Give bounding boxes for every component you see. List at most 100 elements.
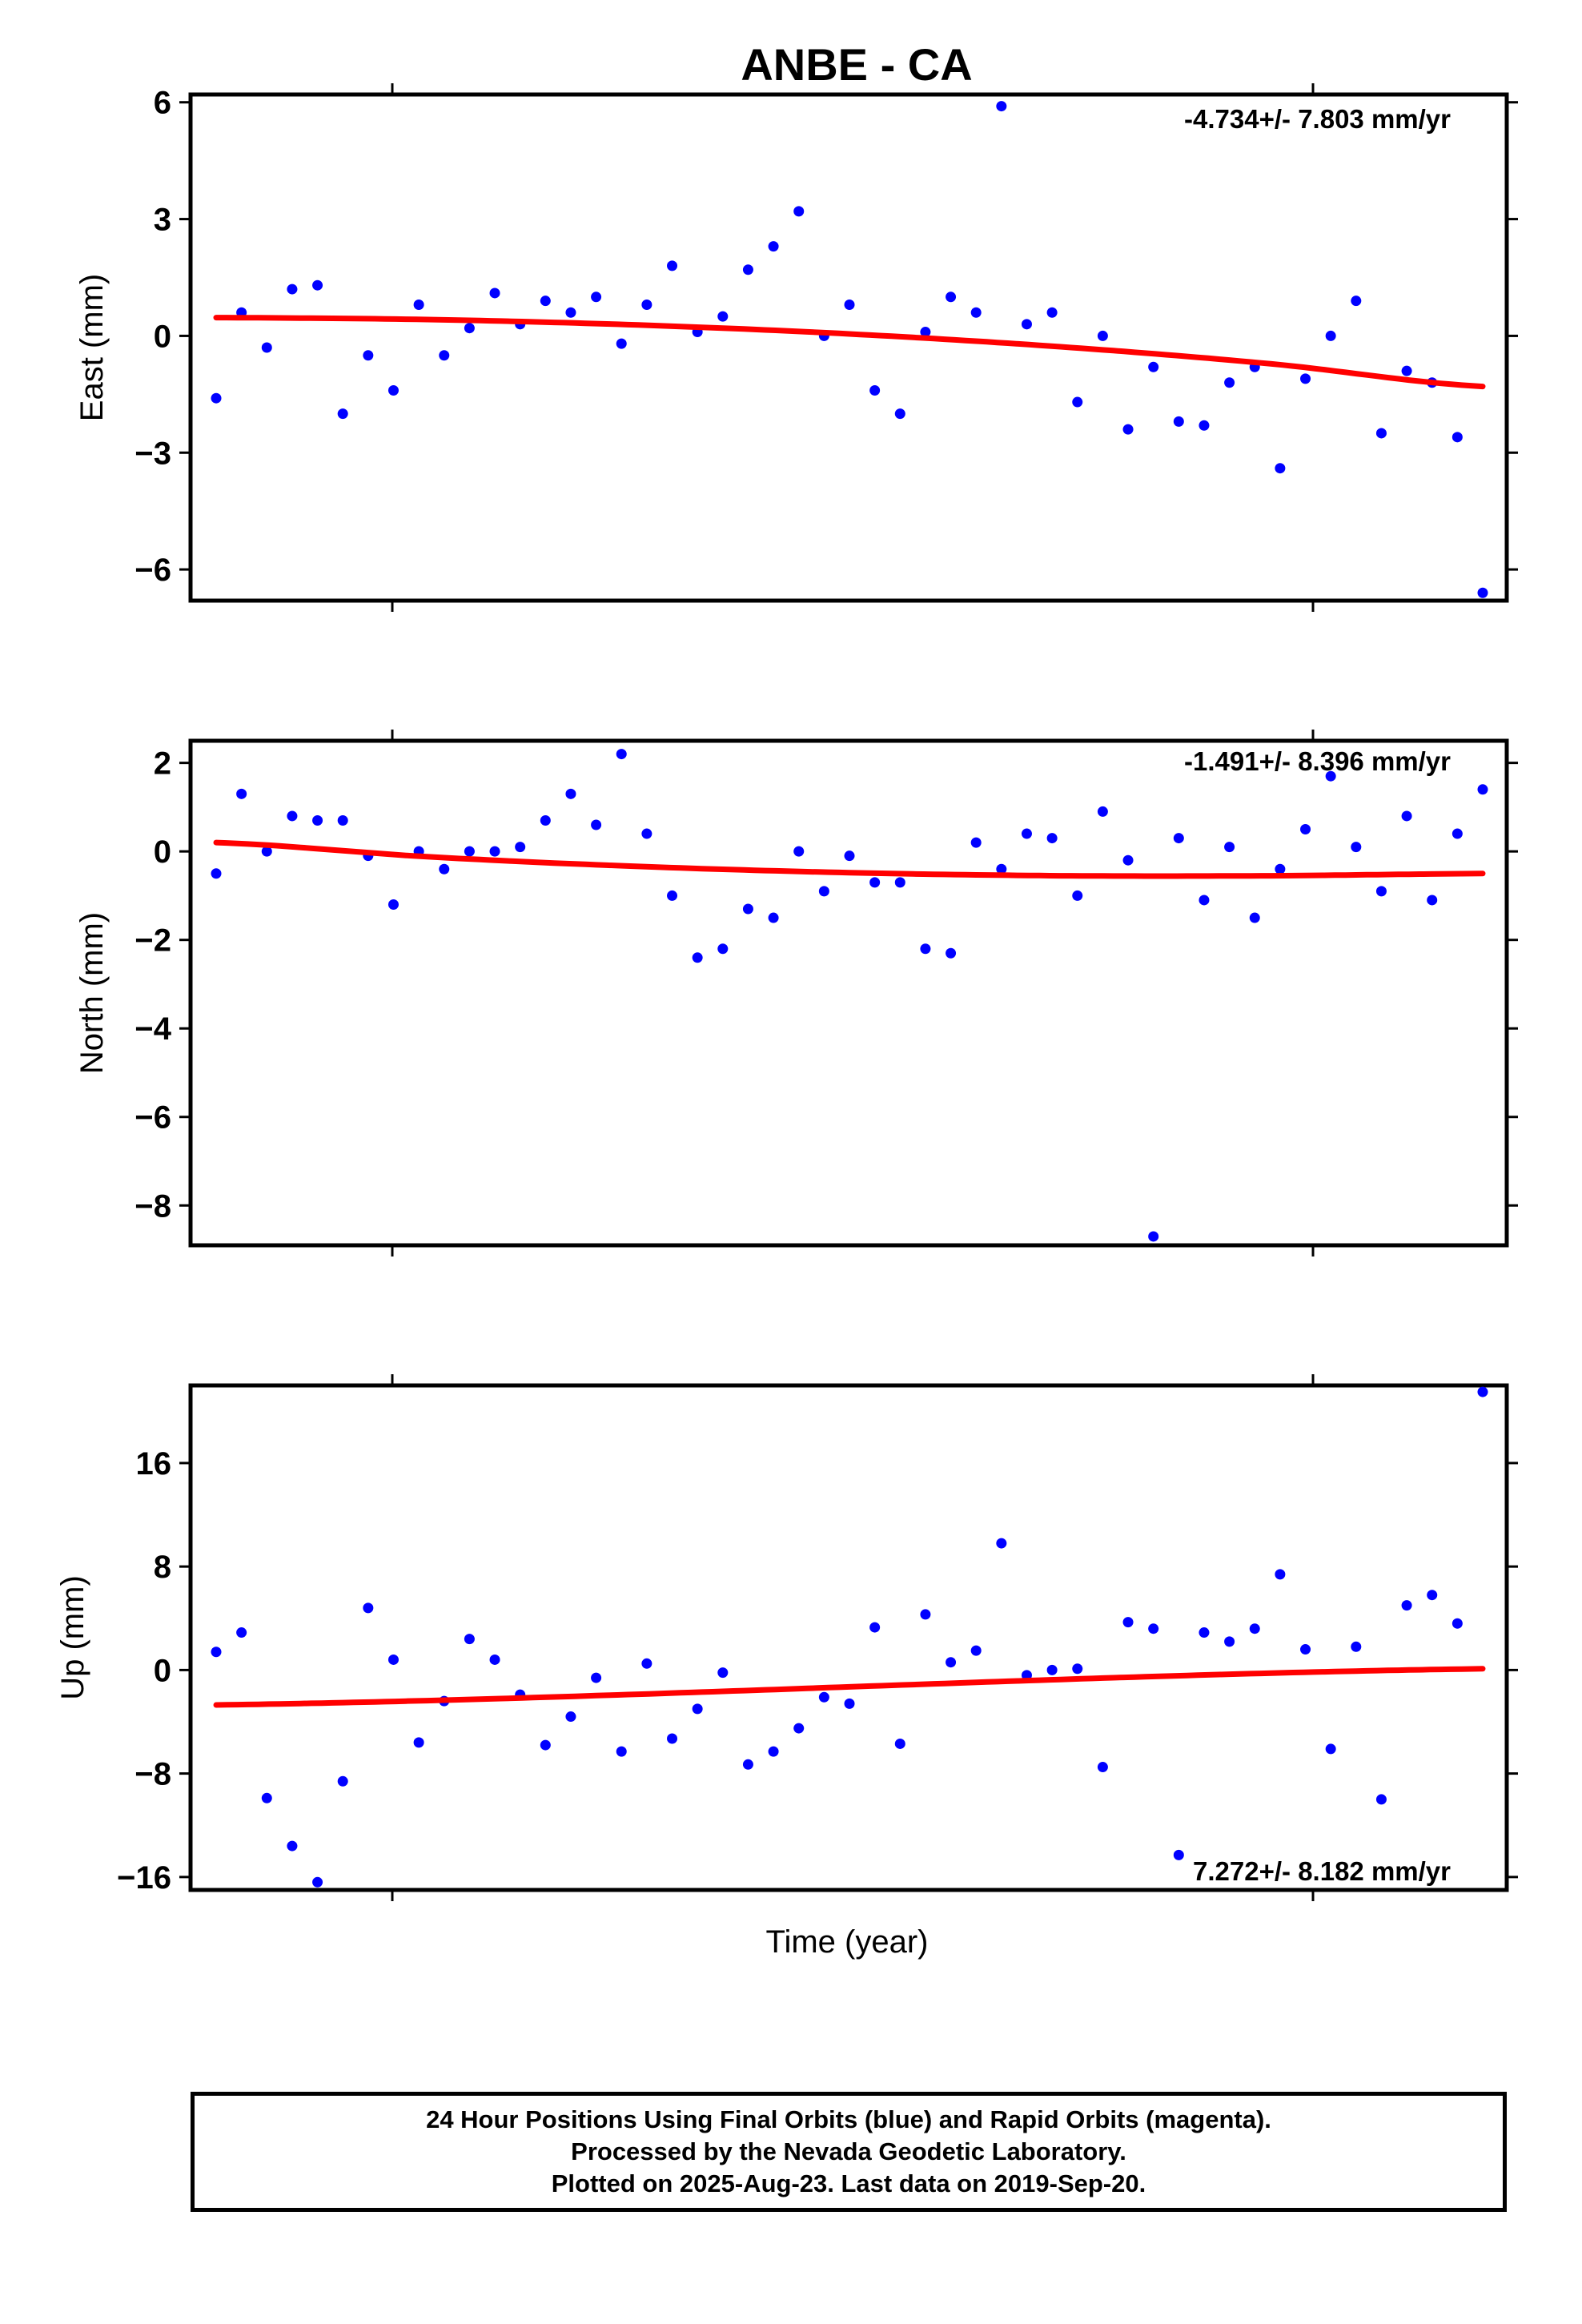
up-rate-label: 7.272+/- 8.182 mm/yr xyxy=(1193,1856,1451,1886)
up-data-point xyxy=(591,1672,602,1683)
up-data-point xyxy=(667,1733,678,1744)
north-data-point xyxy=(946,947,957,959)
east-data-point xyxy=(540,296,551,307)
north-data-point xyxy=(1375,886,1387,897)
up-data-point xyxy=(1072,1663,1083,1675)
north-y-tick-label: 0 xyxy=(154,834,171,870)
up-data-point xyxy=(312,1876,323,1888)
east-data-point xyxy=(1401,365,1412,376)
east-data-point xyxy=(996,101,1007,112)
up-data-point xyxy=(261,1792,272,1803)
east-data-point xyxy=(591,292,602,303)
up-data-point xyxy=(616,1746,627,1757)
footer-line-1: 24 Hour Positions Using Final Orbits (bl… xyxy=(426,2105,1271,2133)
north-data-point xyxy=(591,819,602,830)
north-data-point xyxy=(996,863,1007,875)
north-data-point xyxy=(387,899,399,910)
up-data-point xyxy=(464,1634,475,1645)
east-data-point xyxy=(793,206,805,217)
up-data-point xyxy=(1477,1386,1488,1397)
north-rate-label: -1.491+/- 8.396 mm/yr xyxy=(1184,746,1451,776)
up-data-point xyxy=(363,1602,374,1614)
up-data-point xyxy=(540,1739,551,1751)
east-data-point xyxy=(641,300,652,311)
east-data-point xyxy=(1173,416,1184,427)
north-y-tick-label: 2 xyxy=(154,746,171,782)
up-data-point xyxy=(692,1703,703,1715)
east-data-point xyxy=(565,307,576,318)
up-data-point xyxy=(1097,1762,1108,1773)
north-data-point xyxy=(1173,833,1184,844)
north-data-point xyxy=(869,877,881,888)
east-rate-label: -4.734+/- 7.803 mm/yr xyxy=(1184,104,1451,134)
north-data-point xyxy=(742,903,753,915)
north-data-point xyxy=(1325,770,1336,782)
up-data-point xyxy=(1351,1641,1362,1652)
up-data-point xyxy=(1122,1617,1134,1628)
up-data-point xyxy=(1224,1636,1235,1647)
north-data-point xyxy=(641,828,652,839)
north-data-point xyxy=(1122,854,1134,866)
east-data-point xyxy=(1375,428,1387,439)
east-data-point xyxy=(287,283,298,295)
up-data-point xyxy=(287,1840,298,1852)
north-data-point xyxy=(667,890,678,901)
north-data-point xyxy=(692,952,703,963)
north-data-point xyxy=(818,886,829,897)
east-plot-frame xyxy=(188,92,1509,603)
up-data-point xyxy=(768,1746,779,1757)
footer-line-3: Plotted on 2025-Aug-23. Last data on 201… xyxy=(551,2169,1146,2197)
up-data-point xyxy=(1401,1600,1412,1611)
east-y-tick-label: 3 xyxy=(154,203,171,238)
north-data-point xyxy=(211,868,222,879)
up-data-point xyxy=(1046,1664,1058,1675)
up-data-point xyxy=(387,1654,399,1665)
north-data-point xyxy=(1477,784,1488,795)
north-fit-line xyxy=(213,839,1486,879)
north-data-point xyxy=(844,850,855,862)
up-data-point xyxy=(1148,1623,1159,1634)
north-data-point xyxy=(1148,1231,1159,1242)
up-data-point xyxy=(211,1647,222,1658)
north-data-point xyxy=(1072,890,1083,901)
east-data-point xyxy=(920,327,931,338)
north-data-point xyxy=(1452,828,1463,839)
north-data-point xyxy=(768,912,779,923)
up-data-point xyxy=(489,1654,500,1665)
north-panel: North (mm) -1.491+/- 8.396 mm/yr 2 0 −2 −4 −… xyxy=(74,730,1518,1256)
east-panel: East (mm) -4.734+/- 7.803 mm/yr 6 3 0 −3 −6 xyxy=(74,83,1518,612)
east-data-point xyxy=(1148,361,1159,372)
east-y-tick-label: 0 xyxy=(154,319,171,354)
up-y-tick-label: −16 xyxy=(117,1860,171,1896)
up-data-point xyxy=(413,1737,424,1748)
east-data-point xyxy=(970,307,982,318)
north-data-point xyxy=(439,863,450,875)
up-data-point xyxy=(1173,1849,1184,1860)
up-data-point xyxy=(1275,1569,1286,1580)
east-data-point xyxy=(616,338,627,349)
east-fit-line xyxy=(213,315,1486,390)
north-data-point xyxy=(261,846,272,857)
footer-line-2: Processed by the Nevada Geodetic Laborat… xyxy=(571,2137,1126,2165)
north-data-point xyxy=(1300,824,1311,835)
east-data-point xyxy=(439,350,450,361)
up-data-point xyxy=(818,1691,829,1703)
up-data-point xyxy=(641,1658,652,1669)
east-data-point xyxy=(894,408,905,420)
east-y-tick-label: −6 xyxy=(135,553,171,588)
north-data-point xyxy=(287,810,298,822)
up-y-tick-label: 8 xyxy=(154,1550,171,1585)
east-data-point xyxy=(363,350,374,361)
north-data-point xyxy=(616,749,627,760)
east-data-point xyxy=(413,300,424,311)
north-data-point xyxy=(970,837,982,848)
x-axis-label: Time (year) xyxy=(766,1924,929,1960)
east-data-point xyxy=(717,311,729,322)
east-y-tick-label: 6 xyxy=(154,86,171,121)
up-y-axis-label: Up (mm) xyxy=(55,1575,90,1700)
north-y-tick-label: −4 xyxy=(135,1011,171,1047)
north-data-point xyxy=(464,846,475,857)
north-data-point xyxy=(717,943,729,955)
chart-title: ANBE - CA xyxy=(741,39,972,90)
east-data-point xyxy=(1477,587,1488,598)
